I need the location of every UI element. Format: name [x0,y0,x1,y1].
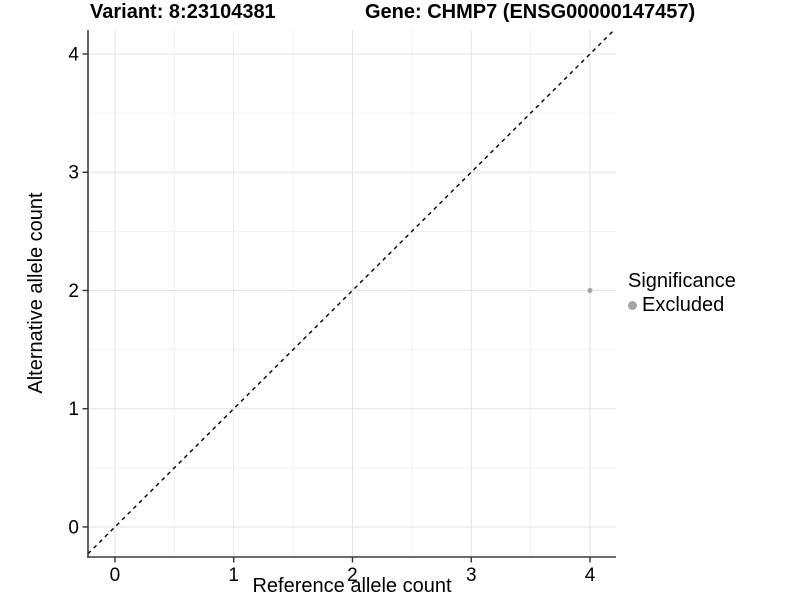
legend-point-icon [628,300,637,310]
legend-item-excluded: Excluded [628,294,736,316]
x-tick-label: 3 [466,565,477,586]
y-tick-label: 4 [68,45,79,66]
x-tick-label: 2 [347,565,358,586]
x-tick-label: 1 [228,565,239,586]
legend-item-label: Excluded [642,294,725,316]
y-axis-label: Alternative allele count [25,192,47,394]
y-tick-label: 1 [68,399,79,420]
identity-reference-line [87,29,615,555]
y-tick-label: 2 [68,281,79,302]
x-axis-label: Reference allele count [252,575,452,597]
plot-title-variant: Variant: 8:23104381 [90,1,276,23]
legend-title: Significance [628,270,736,292]
x-tick-label: 4 [585,565,596,586]
data-point [587,287,593,293]
y-tick-label: 0 [68,517,79,538]
y-tick-label: 3 [68,163,79,184]
plot-title-gene: Gene: CHMP7 (ENSG00000147457) [365,1,696,23]
legend: Significance Excluded [628,269,736,316]
x-tick-label: 0 [110,565,121,586]
